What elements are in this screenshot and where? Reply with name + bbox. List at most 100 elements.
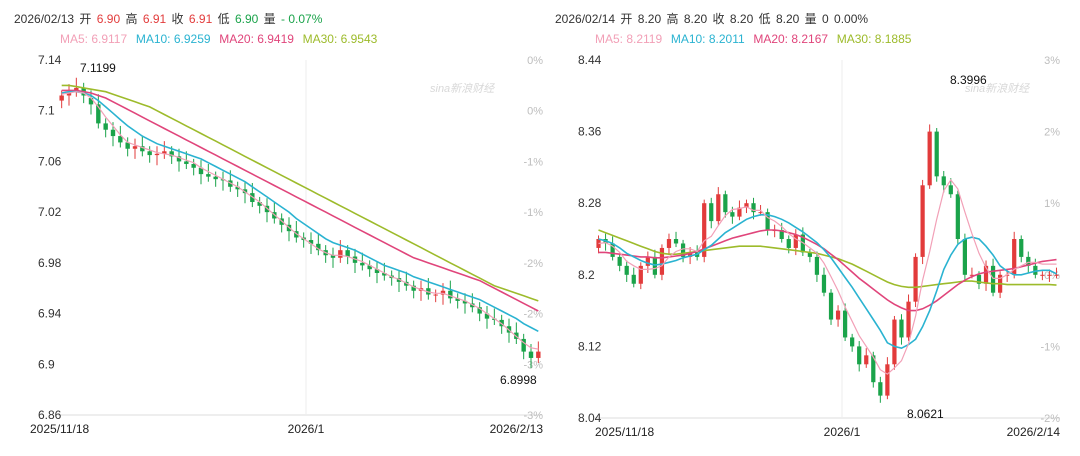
right-candle-body: [610, 243, 615, 257]
left-candle-body: [374, 269, 380, 273]
right-candle-body: [758, 212, 763, 214]
right-ohlc-header: 2026/02/14 开 8.20 高 8.20 收 8.20 低 8.20 量…: [555, 10, 870, 27]
left-ma-legend: MA5: 6.9117 MA10: 6.9259 MA20: 6.9419 MA…: [60, 32, 379, 46]
right-high-label: 高: [666, 12, 679, 26]
right-candle-body: [645, 256, 650, 266]
left-percent-tick-label: -2%: [523, 309, 543, 321]
right-candle-body: [617, 256, 622, 266]
left-y-tick-label: 7.14: [38, 53, 62, 67]
left-open-label: 开: [79, 12, 92, 26]
left-high-label: 高: [125, 12, 138, 26]
left-candle-body: [257, 202, 262, 206]
left-low: 6.90: [234, 12, 259, 26]
left-candle-body: [213, 176, 218, 180]
right-y-tick-label: 8.44: [578, 53, 602, 67]
right-watermark: sina新浪财经: [965, 82, 1030, 95]
left-candle-body: [345, 250, 350, 257]
right-candle-body: [631, 274, 636, 284]
right-ma20-line: [598, 229, 1057, 312]
left-percent-tick-label: 0%: [527, 55, 543, 67]
left-ma30-line: [61, 84, 539, 302]
right-candle-body: [934, 131, 939, 177]
right-candle-body: [843, 310, 848, 338]
right-candle-body: [624, 265, 629, 275]
left-percent-tick-label: -1%: [523, 207, 543, 219]
left-candle-body: [528, 351, 534, 358]
left-change: - 0.07%: [281, 12, 323, 26]
left-ma20-legend: MA20: 6.9419: [219, 32, 294, 46]
right-candle-body: [983, 265, 989, 284]
left-candle-body: [433, 294, 438, 296]
right-percent-tick-label: 2%: [1044, 127, 1060, 139]
right-candle-body: [913, 256, 918, 302]
left-x-tick-label: 2026/1: [288, 422, 325, 436]
right-candle-body: [638, 265, 643, 284]
left-candle-body: [536, 351, 541, 358]
right-candle-body: [969, 274, 975, 276]
left-candle-body: [140, 146, 145, 152]
right-candle-body: [948, 185, 953, 195]
right-ma10-line: [598, 214, 1057, 350]
left-candle-body: [132, 146, 138, 149]
left-candle-body: [338, 250, 343, 258]
right-low-annotation: 8.0621: [907, 407, 944, 421]
left-percent-tick-label: -3%: [523, 410, 543, 422]
left-candle-body: [521, 338, 526, 352]
left-candle-body: [191, 163, 196, 168]
left-y-tick-label: 6.94: [38, 307, 62, 321]
right-candle-body: [885, 364, 890, 396]
left-candle-body: [96, 104, 101, 124]
right-candle-body: [786, 239, 791, 248]
left-y-tick-label: 7.02: [38, 205, 62, 219]
right-y-tick-label: 8.28: [578, 196, 602, 210]
left-y-tick-label: 7.06: [38, 154, 62, 168]
right-candle-body: [1012, 239, 1017, 275]
left-candle-body: [198, 167, 204, 175]
right-percent-tick-label: 1%: [1044, 198, 1060, 210]
left-candle-body: [484, 313, 490, 319]
left-y-tick-label: 6.9: [38, 357, 55, 371]
right-candle-body: [800, 234, 805, 253]
left-candle-body: [448, 290, 453, 299]
left-ohlc-header: 2026/02/13 开 6.90 高 6.91 收 6.91 低 6.90 量…: [14, 10, 324, 27]
right-x-tick-label: 2025/11/18: [595, 425, 654, 439]
left-chart-panel: 2026/02/13 开 6.90 高 6.91 收 6.91 低 6.90 量…: [14, 10, 543, 436]
right-candle-body: [1040, 274, 1045, 276]
left-candle-body: [103, 123, 108, 130]
left-candle-body: [455, 298, 460, 301]
right-candle-body: [864, 355, 869, 365]
left-y-tick-label: 6.98: [38, 256, 62, 270]
right-candle-body: [814, 256, 820, 275]
right-high-annotation: 8.3996: [950, 73, 987, 87]
right-ma30-legend: MA30: 8.1885: [836, 32, 912, 46]
left-candle-body: [316, 243, 321, 251]
left-candle-body: [360, 262, 365, 266]
right-candle-body: [723, 194, 728, 213]
right-ma5-legend: MA5: 8.2119: [595, 32, 663, 46]
left-percent-tick-label: 0%: [527, 106, 543, 118]
left-candle-body: [110, 129, 116, 137]
right-y-tick-label: 8.36: [578, 125, 602, 139]
right-percent-tick-label: -2%: [1040, 413, 1060, 425]
left-candle-body: [477, 307, 482, 314]
right-candle-body: [990, 265, 996, 293]
right-close-label: 收: [712, 12, 725, 26]
left-candle-body: [367, 265, 372, 270]
left-percent-tick-label: -2%: [523, 258, 543, 270]
left-high-annotation: 7.1199: [80, 61, 116, 75]
right-ma5-line: [598, 178, 1057, 375]
left-candle-body: [330, 255, 336, 258]
left-candle-body: [59, 95, 64, 101]
right-candle-body: [878, 382, 883, 396]
right-candle-body: [666, 239, 672, 248]
right-candle-body: [680, 243, 686, 257]
left-candle-body: [154, 153, 160, 156]
right-y-tick-label: 8.04: [578, 411, 602, 425]
right-candle-body: [793, 234, 798, 248]
left-ma30-legend: MA30: 6.9543: [302, 32, 378, 46]
right-ma20-legend: MA20: 8.2167: [753, 32, 829, 46]
right-candlestick-chart: 8.448.368.288.28.128.043%2%1%0%-1%-2%202…: [578, 53, 1060, 439]
right-candle-body: [744, 203, 749, 208]
right-candle-body: [659, 247, 665, 275]
left-candle-body: [88, 98, 94, 105]
